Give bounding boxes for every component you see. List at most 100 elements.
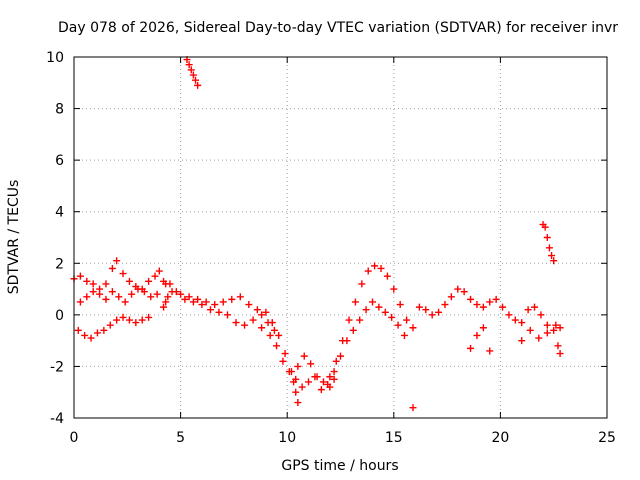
data-point bbox=[400, 331, 408, 339]
data-point bbox=[550, 257, 558, 265]
data-point bbox=[232, 319, 240, 327]
data-point bbox=[258, 311, 266, 319]
data-point bbox=[396, 301, 404, 309]
data-point bbox=[330, 375, 338, 383]
data-point bbox=[556, 350, 564, 358]
data-point bbox=[537, 311, 545, 319]
y-tick-label: -2 bbox=[50, 359, 64, 375]
data-point bbox=[358, 280, 366, 288]
data-point bbox=[155, 267, 163, 275]
data-point bbox=[390, 285, 398, 293]
data-point bbox=[356, 316, 364, 324]
data-point bbox=[422, 306, 430, 314]
data-point bbox=[89, 288, 97, 296]
data-point bbox=[383, 272, 391, 280]
data-point bbox=[185, 293, 193, 301]
data-point bbox=[140, 288, 148, 296]
data-point bbox=[81, 331, 89, 339]
x-tick-label: 10 bbox=[278, 430, 296, 446]
data-point bbox=[550, 326, 558, 334]
data-point bbox=[228, 295, 236, 303]
data-point bbox=[100, 326, 108, 334]
data-point bbox=[236, 293, 244, 301]
data-point bbox=[125, 277, 133, 285]
data-point bbox=[279, 357, 287, 365]
data-point bbox=[305, 378, 313, 386]
data-point bbox=[93, 329, 101, 337]
data-point bbox=[189, 71, 197, 79]
data-point bbox=[106, 321, 114, 329]
data-point bbox=[249, 316, 257, 324]
data-point bbox=[151, 272, 159, 280]
x-tick-label: 5 bbox=[176, 430, 185, 446]
data-point bbox=[375, 303, 383, 311]
data-point bbox=[275, 331, 283, 339]
data-point bbox=[479, 303, 487, 311]
data-point bbox=[377, 264, 385, 272]
data-point bbox=[388, 313, 396, 321]
data-point bbox=[409, 324, 417, 332]
data-point bbox=[83, 277, 91, 285]
x-tick-label: 15 bbox=[385, 430, 403, 446]
data-point bbox=[89, 280, 97, 288]
data-point bbox=[541, 223, 549, 231]
data-point bbox=[96, 290, 104, 298]
y-tick-label: 2 bbox=[55, 256, 64, 272]
data-point bbox=[121, 298, 129, 306]
data-point bbox=[119, 313, 127, 321]
data-point bbox=[181, 295, 189, 303]
data-point bbox=[364, 267, 372, 275]
data-point bbox=[473, 301, 481, 309]
y-tick-label: 4 bbox=[55, 205, 64, 221]
data-point bbox=[108, 288, 116, 296]
data-point bbox=[486, 298, 494, 306]
data-point bbox=[552, 321, 560, 329]
data-point bbox=[102, 280, 110, 288]
data-point bbox=[290, 378, 298, 386]
series-track-c bbox=[74, 313, 153, 342]
data-point bbox=[447, 293, 455, 301]
data-point bbox=[189, 298, 197, 306]
data-point bbox=[132, 319, 140, 327]
data-point bbox=[264, 319, 272, 327]
data-point bbox=[270, 326, 278, 334]
data-point bbox=[505, 311, 513, 319]
data-point bbox=[454, 285, 462, 293]
axis-ticks: 0 5 10 15 20 25 -4 -2 0 2 4 6 8 10 bbox=[46, 50, 616, 446]
data-point bbox=[467, 295, 475, 303]
data-point bbox=[548, 252, 556, 260]
data-point bbox=[113, 257, 121, 265]
data-point bbox=[332, 357, 340, 365]
x-tick-label: 25 bbox=[598, 430, 616, 446]
data-point bbox=[492, 295, 500, 303]
data-point bbox=[486, 347, 494, 355]
y-tick-label: 8 bbox=[55, 102, 64, 118]
data-point bbox=[349, 326, 357, 334]
data-point bbox=[211, 301, 219, 309]
data-point bbox=[415, 303, 423, 311]
plot-frame bbox=[73, 56, 608, 419]
y-tick-label: 10 bbox=[46, 50, 64, 66]
data-point bbox=[147, 293, 155, 301]
y-tick-label: 0 bbox=[55, 308, 64, 324]
data-point bbox=[241, 321, 249, 329]
data-point bbox=[172, 288, 180, 296]
data-point bbox=[351, 298, 359, 306]
data-point bbox=[467, 344, 475, 352]
data-point bbox=[76, 298, 84, 306]
data-point bbox=[499, 303, 507, 311]
data-point bbox=[160, 277, 168, 285]
data-point bbox=[253, 306, 261, 314]
data-point bbox=[441, 301, 449, 309]
series-track-b bbox=[76, 277, 408, 394]
data-point bbox=[343, 337, 351, 345]
data-point bbox=[74, 326, 82, 334]
data-point bbox=[371, 262, 379, 270]
data-point bbox=[224, 311, 232, 319]
data-point bbox=[245, 301, 253, 309]
data-point bbox=[153, 290, 161, 298]
data-point bbox=[206, 306, 214, 314]
data-point bbox=[162, 298, 170, 306]
data-point bbox=[368, 298, 376, 306]
